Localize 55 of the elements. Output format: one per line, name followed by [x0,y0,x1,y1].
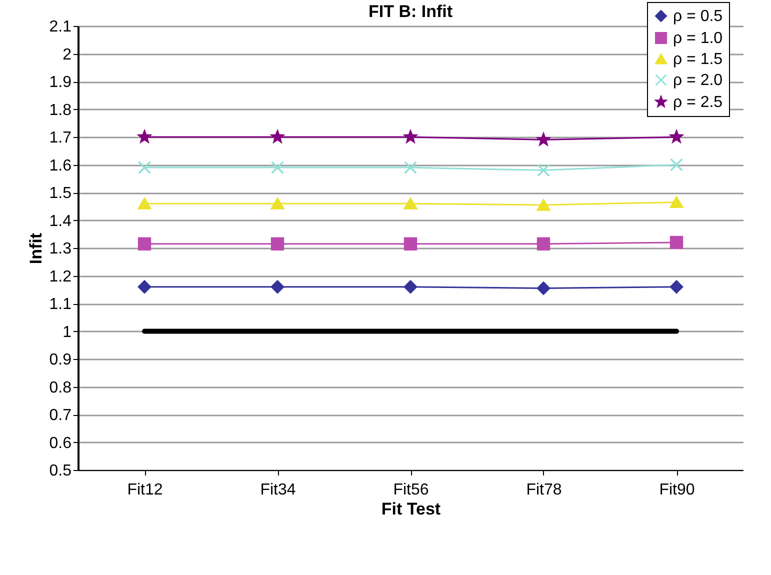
x-tick-label: Fit78 [526,482,562,498]
y-tick-label: 0.5 [49,462,72,480]
point [536,282,550,295]
point [404,130,417,143]
legend-label: ρ = 1.0 [673,30,723,47]
point [536,164,550,177]
point [670,236,684,250]
y-tick-label: 1 [62,324,72,341]
y-tick-label: 1.7 [49,130,72,146]
y-tick-label: 0.8 [49,379,72,396]
y-tick-label: 2 [62,46,72,64]
point [536,199,550,211]
y-tick-label: 1.4 [49,212,72,230]
point [670,130,683,143]
point [536,237,550,250]
legend-label: ρ = 2.0 [673,72,723,89]
point [270,198,284,210]
x-tick-label: Fit34 [260,482,296,498]
point [138,280,152,294]
x-tick-label: Fit90 [659,482,695,498]
x-tick-label: Fit56 [393,482,429,498]
y-tick-label: 1.1 [49,296,72,313]
point [138,160,152,174]
y-tick-label: 0.9 [49,352,72,368]
y-tick-label: 0.6 [49,434,72,452]
y-tick-label: 1.8 [49,102,72,119]
point [138,198,152,210]
point [404,237,418,250]
chart-title: FIT B: Infit [368,2,453,21]
y-tick-label: 1.9 [49,74,72,91]
legend-label: ρ = 0.5 [673,8,723,25]
point [270,237,284,250]
point [670,196,684,208]
x-axis-title: Fit Test [381,500,441,518]
point [404,280,418,294]
y-tick-label: 1.5 [49,185,72,202]
x-tick-label: Fit12 [127,482,163,498]
y-tick-label: 1.6 [49,157,72,174]
point [670,280,684,294]
point [404,198,418,210]
point [138,130,151,143]
point [404,160,418,174]
y-tick-label: 1.3 [49,240,72,258]
point [670,158,684,172]
y-tick-label: 2.1 [49,18,72,36]
y-tick-label: 0.7 [49,407,72,424]
legend-label: ρ = 1.5 [673,51,723,68]
point [271,130,284,143]
point [270,280,284,294]
y-axis-title: Infit [26,232,46,264]
point [537,133,550,146]
legend-label: ρ = 2.5 [673,94,723,111]
point [270,160,284,174]
y-tick-label: 1.2 [49,268,72,286]
point [138,237,152,250]
